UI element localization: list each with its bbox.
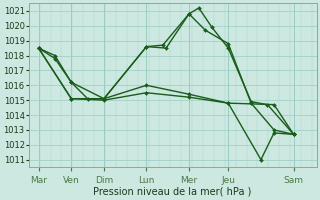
X-axis label: Pression niveau de la mer( hPa ): Pression niveau de la mer( hPa ) [93, 187, 252, 197]
